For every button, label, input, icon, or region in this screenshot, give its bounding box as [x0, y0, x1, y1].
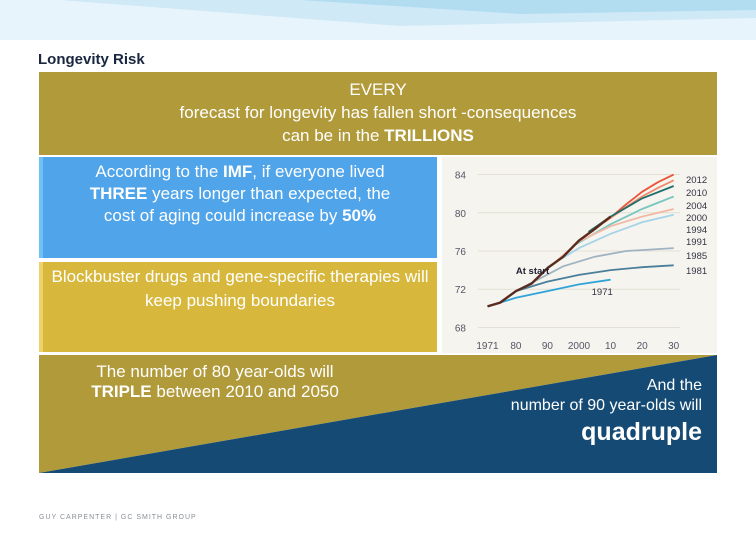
series-label-1991: 1991	[686, 237, 707, 248]
ninety-year-olds-text: And the number of 90 year-olds will quad…	[440, 376, 702, 448]
page-title: Longevity Risk	[38, 51, 145, 68]
x-tick-label: 90	[542, 341, 554, 352]
y-tick-label: 68	[455, 323, 467, 334]
y-tick-label: 76	[455, 247, 467, 258]
trillions-emphasis: TRILLIONS	[384, 126, 474, 145]
series-label-2010: 2010	[686, 188, 707, 199]
at-start-annotation: At start	[516, 266, 550, 277]
life-expectancy-chart: 68 72 76 80 84 1971 80 90 2000 10 20 30 2012 2010 2004…	[442, 157, 717, 353]
series-line-1985	[528, 247, 674, 286]
y-tick-label: 84	[455, 171, 467, 182]
series-label-1985: 1985	[686, 251, 707, 262]
drugs-callout: Blockbuster drugs and gene-specific ther…	[39, 262, 437, 352]
x-tick-label: 1971	[476, 341, 499, 352]
series-label-2000: 2000	[686, 213, 707, 224]
x-tick-label: 30	[668, 341, 680, 352]
y-tick-label: 80	[455, 209, 467, 220]
headline-banner: EVERY forecast for longevity has fallen …	[39, 72, 717, 155]
series-line-1991	[546, 213, 674, 268]
y-tick-label: 72	[455, 285, 467, 296]
top-decorative-bar	[0, 0, 756, 40]
series-line-1981	[515, 264, 674, 292]
series-line-1971	[487, 278, 611, 308]
x-tick-label: 80	[510, 341, 522, 352]
quadruple-emphasis: quadruple	[581, 418, 702, 446]
series-line-actual	[487, 215, 612, 308]
bottom-split-panel	[39, 355, 717, 473]
banner-line-1: EVERY	[349, 80, 407, 99]
banner-line-2: forecast for longevity has fallen short …	[179, 103, 577, 122]
series-label-2012: 2012	[686, 175, 707, 186]
series-line-2000	[572, 195, 675, 247]
footer-brand: GUY CARPENTER | GC SMITH GROUP	[39, 514, 197, 521]
series-label-1981: 1981	[686, 266, 707, 277]
banner-line-3: can be in the TRILLIONS	[282, 126, 474, 145]
x-tick-label: 2000	[568, 341, 591, 352]
imf-callout: According to the IMF, if everyone lived …	[39, 157, 437, 258]
series-label-1971: 1971	[592, 287, 613, 298]
x-tick-label: 20	[637, 341, 649, 352]
x-tick-label: 10	[605, 341, 617, 352]
eighty-year-olds-text: The number of 80 year-olds will TRIPLE b…	[91, 362, 339, 401]
series-line-2012	[610, 173, 675, 219]
series-label-1994: 1994	[686, 225, 707, 236]
series-label-2004: 2004	[686, 201, 707, 212]
